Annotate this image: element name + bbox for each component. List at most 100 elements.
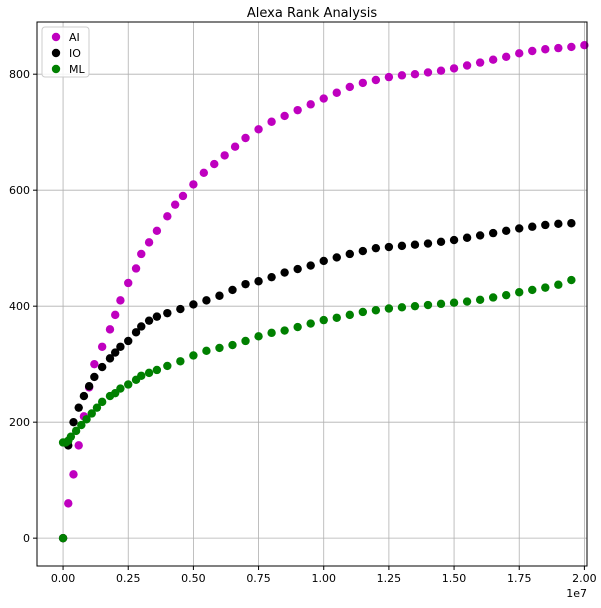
point-ml [332,313,341,322]
point-ai [220,151,229,160]
y-axis: 0 200 400 600 800 [9,68,37,545]
chart-title: Alexa Rank Analysis [247,6,377,21]
point-ai [541,45,550,54]
point-ml [189,351,198,360]
point-ml [462,297,472,306]
point-io [436,237,446,247]
point-ai [528,46,537,56]
point-ml [384,304,394,313]
point-ml [241,336,250,346]
point-io [541,220,550,230]
point-io [293,264,302,274]
point-ml [152,365,162,375]
point-ai [199,168,209,177]
point-ai [449,64,459,73]
point-ml [554,280,563,289]
point-ai [410,69,420,79]
point-io [215,291,224,300]
point-io [567,219,576,228]
y-tick-label: 600 [9,184,30,197]
point-io [358,246,368,256]
point-ml [501,290,511,300]
point-ml [306,319,315,328]
point-ml [202,346,211,356]
point-ml [541,283,550,292]
point-ml [254,332,263,341]
point-ml [137,371,146,380]
point-ai [436,66,446,75]
point-ml [567,275,576,285]
point-ai [90,359,99,369]
point-io [267,272,276,282]
legend-marker-io [51,48,61,58]
point-ml [280,326,289,335]
x-tick-label: 1.50 [442,572,467,585]
point-ai [332,88,341,97]
point-io [410,240,420,249]
point-ml [488,293,498,302]
point-ai [501,52,511,61]
point-ai [515,49,524,58]
point-io [105,354,115,363]
point-ml [163,361,172,371]
point-ai [554,43,563,53]
point-ml [82,415,91,424]
point-ai [152,226,162,235]
point-ai [230,142,240,151]
point-ai [462,61,472,70]
point-ai [97,342,107,351]
x-axis: 0.00 0.25 0.50 0.75 1.00 1.25 1.50 1.75 2.00 [51,566,597,585]
x-tick-label: 1.75 [507,572,532,585]
legend-marker-ai [51,32,61,42]
point-ai [74,441,83,450]
point-io [74,403,83,412]
point-ai [163,212,172,221]
x-tick-label: 0.75 [246,572,271,585]
point-io [137,322,146,331]
point-ml [77,420,86,430]
x-tick-label: 0.50 [181,572,206,585]
point-io [397,241,407,251]
point-io [384,242,394,252]
point-io [280,268,289,277]
point-ai [371,75,381,85]
point-ai [124,278,133,288]
x-tick-label: 2.00 [572,572,597,585]
point-ml [97,397,107,407]
point-ai [144,238,154,247]
y-tick-label: 400 [9,300,30,313]
point-ai [358,78,368,88]
point-io [144,316,154,325]
point-ml [345,310,354,320]
point-ai [423,68,433,77]
point-ml [215,343,224,353]
point-ml [397,303,407,312]
point-ml [228,340,237,350]
x-tick-label: 0.25 [116,572,141,585]
point-ai [397,71,407,80]
legend: AI IO ML [41,26,90,78]
legend-label-ai: AI [69,31,80,44]
point-ml [293,322,302,332]
point-io [110,348,120,357]
series-ml [58,275,576,543]
point-io [176,304,185,314]
point-ml [71,426,81,436]
point-ai [567,42,576,52]
legend-label-ml: ML [69,63,85,76]
point-ai [384,72,394,82]
point-ai [293,105,302,115]
point-ai [110,310,120,320]
point-ml [116,384,125,393]
point-io [228,285,237,295]
point-io [515,224,524,233]
legend-label-io: IO [69,47,81,60]
point-ml [475,295,485,304]
point-io [116,342,125,351]
plot-frame [36,21,588,567]
point-io [306,261,315,270]
series-io [58,219,576,543]
point-ai [210,159,219,169]
point-io [241,279,250,289]
